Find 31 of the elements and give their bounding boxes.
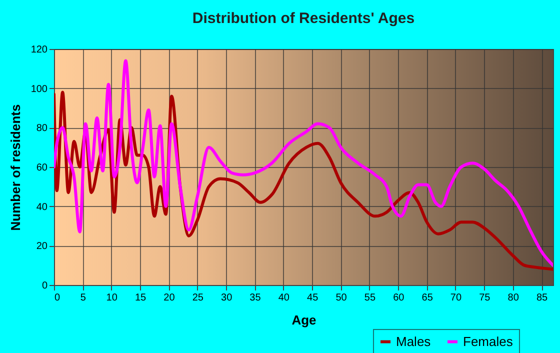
y-axis-title: Number of residents [8,104,23,231]
y-tick-label: 100 [30,84,48,95]
x-tick-label: 15 [134,292,147,304]
legend-label: Females [463,334,514,349]
y-tick-label: 0 [42,280,48,292]
y-tick-label: 120 [30,44,48,56]
x-tick-label: 75 [479,292,491,304]
x-tick-label: 35 [250,292,262,304]
x-tick-label: 60 [393,292,405,304]
line-series [54,59,553,267]
y-tick-label: 20 [36,241,48,252]
x-tick-label: 55 [364,292,376,304]
x-tick-label: 40 [278,292,290,304]
x-tick-label: 30 [221,292,233,304]
y-tick-label: 40 [36,202,48,213]
x-tick-label: 50 [336,292,348,304]
x-tick-label: 65 [422,292,434,304]
x-tick-label: 20 [164,292,176,304]
x-tick-label: 5 [80,292,86,304]
x-axis-title: Age [292,312,316,328]
y-tick-label: 60 [36,162,48,174]
x-tick-label: 45 [307,292,319,304]
chart-title: Distribution of Residents' Ages [192,10,415,27]
x-tick-label: 70 [450,292,462,304]
legend-label: Males [396,334,432,349]
y-tick-label: 80 [36,123,48,134]
x-tick-label: 10 [106,292,118,304]
x-tick-label: 85 [536,292,548,304]
x-tick-label: 80 [508,292,520,304]
x-tick-label: 0 [54,292,60,304]
x-tick-label: 25 [192,292,204,304]
